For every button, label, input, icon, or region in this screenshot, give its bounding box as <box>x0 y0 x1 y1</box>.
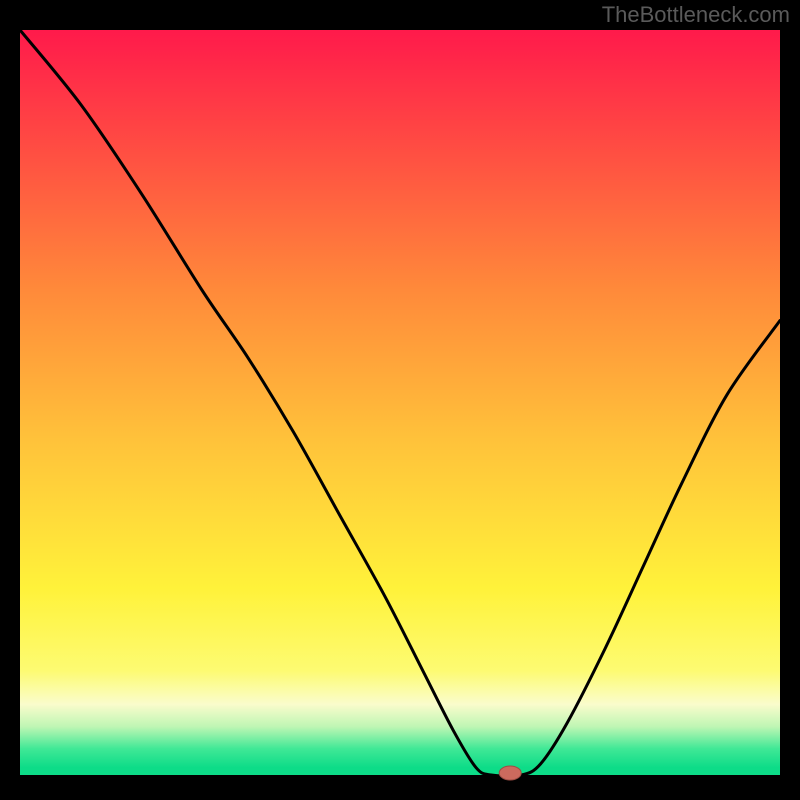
chart-container: TheBottleneck.com <box>0 0 800 800</box>
optimal-point-marker <box>499 766 521 780</box>
watermark-text: TheBottleneck.com <box>602 2 790 28</box>
bottleneck-chart <box>0 0 800 800</box>
gradient-plot-area <box>20 30 780 775</box>
